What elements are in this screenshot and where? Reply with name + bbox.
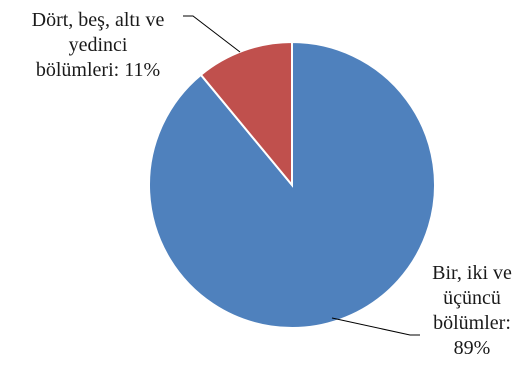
pie-slice-1 bbox=[199, 40, 293, 188]
data-label-1-line-0: Dört, beş, altı ve bbox=[32, 9, 165, 31]
leader-line-0 bbox=[331, 317, 420, 336]
data-label-0-line-1: üçüncü bbox=[443, 287, 501, 309]
data-label-1-line-1: yedinci bbox=[69, 34, 128, 56]
data-label-0-line-3: 89% bbox=[454, 337, 491, 359]
data-label-1-line-2: bölümleri: 11% bbox=[36, 59, 160, 81]
data-label-0-line-0: Bir, iki ve bbox=[432, 262, 512, 284]
data-label-0-line-2: bölümler: bbox=[433, 312, 511, 334]
leader-line-1 bbox=[183, 15, 241, 53]
